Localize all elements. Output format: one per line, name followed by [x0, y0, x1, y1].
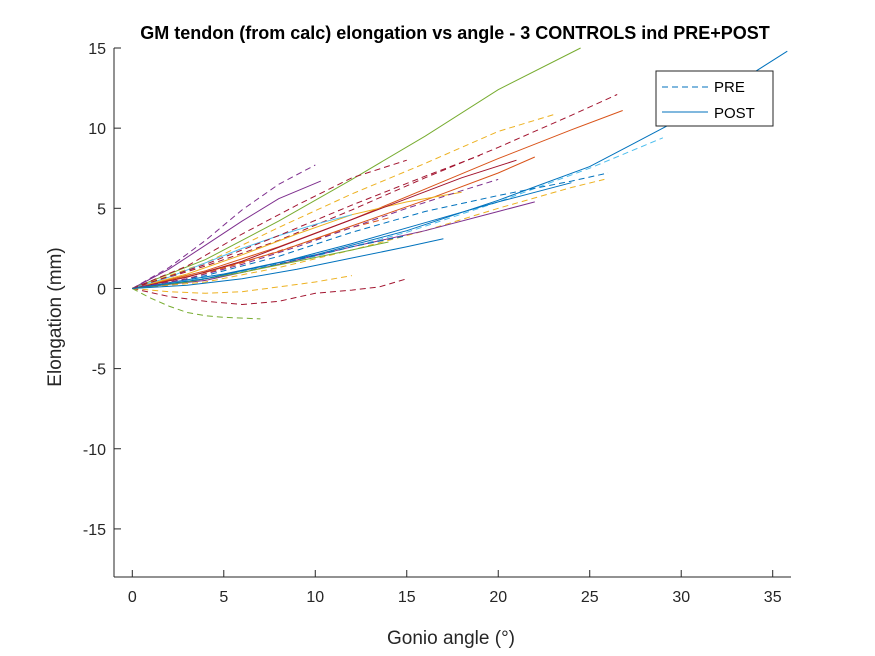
- series-line-26-post: [132, 182, 572, 289]
- y-tick-label: -5: [92, 362, 106, 379]
- x-tick-label: 35: [764, 589, 782, 606]
- series-line-15-pre: [132, 275, 352, 294]
- series-line-6-post: [132, 110, 623, 289]
- axes-layer: [113, 48, 791, 578]
- x-tick-label: 10: [306, 589, 324, 606]
- series-line-24-post: [132, 241, 389, 289]
- x-tick-label: 5: [219, 589, 228, 606]
- x-tick-label: 15: [398, 589, 416, 606]
- y-tick-label: 5: [97, 201, 106, 218]
- series-line-16-post: [132, 238, 444, 289]
- series-line-7-post: [132, 50, 788, 289]
- y-tick-label: 10: [88, 121, 106, 138]
- series-layer: [132, 47, 788, 320]
- y-tick-label: 15: [88, 41, 106, 58]
- x-tick-label: 0: [128, 589, 137, 606]
- series-line-25-pre: [132, 154, 481, 289]
- x-axis-label: Gonio angle (°): [387, 628, 515, 649]
- x-tick-label: 20: [489, 589, 507, 606]
- series-line-22-post: [132, 159, 517, 289]
- legend-post-label: POST: [714, 105, 755, 122]
- series-line-23-pre: [132, 178, 499, 289]
- series-line-17-post: [132, 156, 536, 289]
- y-tick-label: 0: [97, 281, 106, 298]
- plot-area: [114, 48, 791, 577]
- y-axis-label: Elongation (mm): [45, 247, 66, 386]
- y-tick-label: -10: [83, 442, 106, 459]
- series-line-2-post: [132, 180, 321, 289]
- series-line-21-pre: [132, 235, 407, 289]
- series-line-14-pre: [132, 288, 261, 320]
- x-tick-label: 25: [581, 589, 599, 606]
- legend-box: [655, 70, 774, 127]
- series-line-1-pre: [132, 164, 316, 289]
- series-line-19-pre: [132, 217, 389, 289]
- legend-pre-label: PRE: [714, 79, 745, 96]
- chart-title: GM tendon (from calc) elongation vs angl…: [140, 23, 770, 43]
- series-line-3-post: [132, 47, 581, 289]
- ticks-layer: 0 5 10 15 20 25 30 35 -15 -10 -5 0 5 10 15: [83, 41, 782, 606]
- series-line-13-pre: [132, 278, 407, 306]
- series-line-18-post: [132, 191, 462, 289]
- series-line-12-pre: [132, 159, 407, 289]
- x-tick-label: 30: [672, 589, 690, 606]
- y-tick-label: -15: [83, 522, 106, 539]
- series-line-20-post: [132, 214, 353, 289]
- series-line-5-pre: [132, 94, 618, 289]
- series-line-10-pre: [132, 178, 605, 289]
- legend: PRE POST: [655, 70, 774, 127]
- series-line-9-pre: [132, 172, 609, 289]
